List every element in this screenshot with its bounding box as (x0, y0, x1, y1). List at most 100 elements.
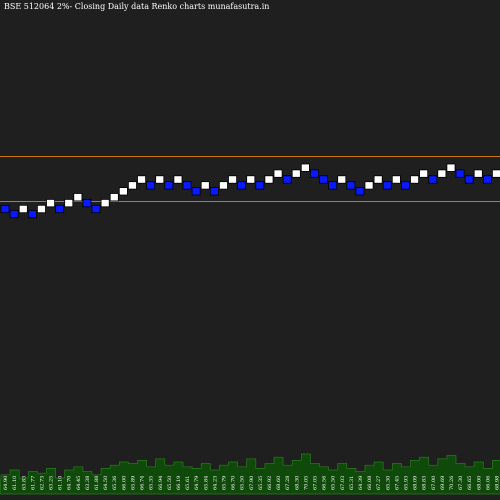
renko-brick-down (455, 169, 465, 178)
brick-price-label: 68.09 (413, 476, 419, 490)
brick-price-label: 65.31 (349, 476, 355, 490)
renko-bricks (0, 163, 500, 219)
brick-price-label: 64.50 (103, 476, 109, 490)
renko-brick-down (55, 204, 65, 214)
brick-price-label: 63.38 (85, 476, 91, 490)
renko-brick-up (437, 169, 447, 178)
renko-brick-up (273, 169, 283, 178)
brick-price-label: 64.23 (212, 476, 218, 490)
brick-price-label: 65.50 (331, 476, 337, 490)
renko-brick-down (482, 175, 492, 184)
renko-brick-down (382, 181, 392, 190)
renko-brick-up (173, 175, 183, 184)
renko-brick-up (410, 175, 420, 184)
renko-brick-up (155, 175, 165, 184)
renko-brick-down (91, 204, 101, 214)
renko-brick-up (473, 169, 483, 178)
renko-brick-up (300, 163, 310, 172)
renko-brick-up (446, 163, 456, 172)
brick-price-label: 67.90 (249, 476, 255, 490)
chart-title: BSE 512064 2%- Closing Daily data Renko … (4, 2, 269, 11)
renko-brick-up (373, 175, 383, 184)
renko-brick-up (291, 169, 301, 178)
brick-price-label: 65.35 (258, 476, 264, 490)
renko-brick-up (337, 175, 347, 184)
brick-price-label: 64.79 (194, 476, 200, 490)
brick-price-label: 65.50 (240, 476, 246, 490)
brick-price-label: 67.27 (376, 476, 382, 490)
brick-price-label: 70.05 (303, 476, 309, 490)
renko-brick-up (491, 169, 500, 178)
brick-price-label: 66.00 (121, 476, 127, 490)
brick-price-label: 65.50 (167, 476, 173, 490)
renko-brick-down (209, 187, 219, 196)
brick-price-label: 62.73 (39, 476, 45, 490)
renko-brick-up (264, 175, 274, 184)
renko-brick-up (100, 198, 110, 208)
brick-price-label: 61.77 (30, 476, 36, 490)
renko-brick-up (18, 204, 28, 214)
renko-brick-down (0, 204, 10, 214)
brick-price-label: 65.93 (403, 476, 409, 490)
renko-brick-down (400, 181, 410, 190)
renko-brick-down (237, 181, 247, 190)
brick-price-label: 68.83 (422, 476, 428, 490)
renko-brick-down (346, 181, 356, 190)
volume-area (0, 453, 500, 495)
renko-brick-down (319, 175, 329, 184)
renko-brick-down (328, 181, 338, 190)
brick-price-label: 66.56 (322, 476, 328, 490)
renko-brick-down (164, 181, 174, 190)
brick-price-label: 68.60 (276, 476, 282, 490)
renko-brick-down (27, 209, 37, 219)
brick-price-label: 66.08 (367, 476, 373, 490)
brick-price-label: 68.00 (476, 476, 482, 490)
brick-price-label: 65.89 (130, 476, 136, 490)
brick-price-label: 65.61 (185, 476, 191, 490)
brick-price-label: 67.30 (458, 476, 464, 490)
brick-price-label: 67.00 (431, 476, 437, 490)
brick-price-label: 64.45 (76, 476, 82, 490)
renko-brick-up (391, 175, 401, 184)
brick-price-label: 68.98 (494, 476, 500, 490)
brick-price-label: 66.92 (267, 476, 273, 490)
brick-price-label: 65.35 (149, 476, 155, 490)
renko-brick-up (419, 169, 429, 178)
brick-price-label: 66.06 (485, 476, 491, 490)
brick-price-label: 69.69 (440, 476, 446, 490)
renko-brick-down (309, 169, 319, 178)
renko-brick-down (428, 175, 438, 184)
renko-brick-down (146, 181, 156, 190)
brick-price-label: 61.10 (58, 476, 64, 490)
renko-brick-up (137, 175, 147, 184)
brick-price-label: 70.26 (449, 476, 455, 490)
brick-price-label: 61.88 (94, 476, 100, 490)
brick-price-label: 65.36 (112, 476, 118, 490)
brick-price-label: 66.94 (158, 476, 164, 490)
renko-brick-down (355, 187, 365, 196)
renko-brick-up (218, 181, 228, 190)
renko-brick-down (282, 175, 292, 184)
brick-price-label: 66.65 (467, 476, 473, 490)
brick-price-label: 65.84 (203, 476, 209, 490)
renko-brick-up (46, 198, 56, 208)
renko-brick-down (82, 198, 92, 208)
brick-price-label: 67.28 (285, 476, 291, 490)
renko-brick-down (255, 181, 265, 190)
brick-price-label: 66.70 (231, 476, 237, 490)
brick-price-label: 64.90 (3, 476, 9, 490)
renko-brick-up (246, 175, 256, 184)
renko-brick-up (364, 181, 374, 190)
volume-area-shape (0, 453, 500, 495)
renko-brick-up (127, 181, 137, 190)
renko-brick-up (73, 193, 83, 202)
renko-brick-up (200, 181, 210, 190)
brick-price-label: 63.25 (49, 476, 55, 490)
brick-price-label: 66.74 (140, 476, 146, 490)
renko-brick-up (109, 193, 119, 202)
brick-price-label: 65.30 (385, 476, 391, 490)
brick-price-label: 67.05 (312, 476, 318, 490)
